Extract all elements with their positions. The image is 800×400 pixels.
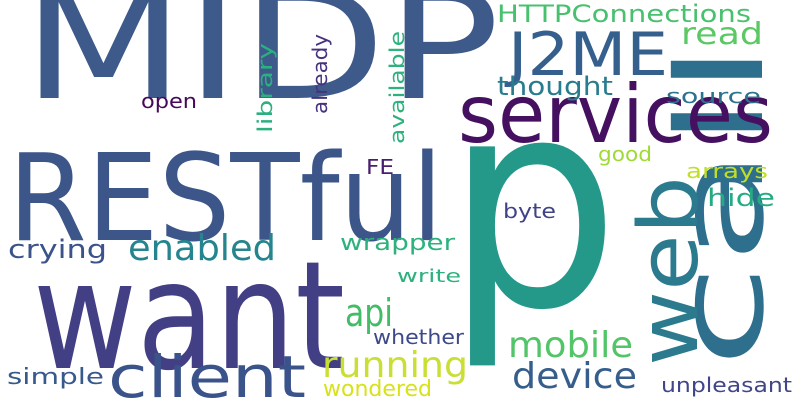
word-midp: MIDP	[22, 0, 500, 134]
word-thought: thought	[497, 72, 613, 102]
word-byte: byte	[503, 199, 556, 223]
word-j2me: J2ME	[504, 20, 668, 90]
word-wondered: wondered	[323, 377, 432, 400]
word-crying: crying	[8, 235, 107, 265]
word-unpleasant: unpleasant	[661, 373, 792, 397]
word-hide: hide	[707, 184, 775, 212]
word-api: api	[345, 291, 393, 335]
word-mobile: mobile	[508, 325, 633, 366]
word-device: device	[512, 356, 637, 397]
word-read: read	[681, 17, 763, 52]
word-httpconnections: HTTPConnections	[497, 0, 751, 28]
word-simple: simple	[7, 365, 104, 390]
word-call: call	[652, 43, 791, 368]
word-web: web	[622, 176, 717, 366]
word-services: services	[458, 68, 773, 161]
word-enabled: enabled	[128, 228, 276, 269]
word-write: write	[397, 266, 461, 287]
word-p: p	[445, 37, 620, 374]
word-client: client	[108, 343, 306, 400]
word-arrays: arrays	[686, 159, 768, 183]
word-fe: FE	[366, 155, 394, 179]
word-library: library	[253, 43, 277, 133]
word-available: available	[385, 31, 409, 144]
word-open: open	[141, 89, 197, 113]
word-running: running	[322, 345, 468, 386]
word-want: want	[33, 230, 345, 400]
word-whether: whether	[373, 325, 465, 349]
word-wrapper: wrapper	[340, 231, 456, 256]
word-source: source	[666, 84, 761, 108]
word-restful: RESTful	[8, 130, 443, 269]
word-already: already	[308, 34, 332, 114]
word-good: good	[598, 142, 652, 166]
